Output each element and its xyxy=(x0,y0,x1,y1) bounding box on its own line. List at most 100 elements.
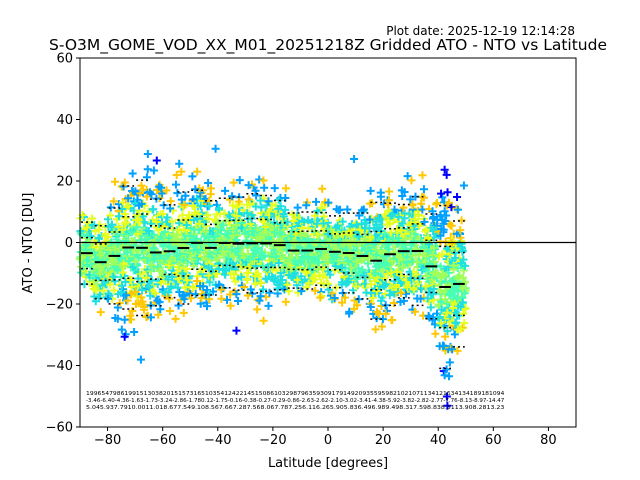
data-point xyxy=(262,201,271,210)
data-point xyxy=(380,260,389,269)
y-tick-label: 40 xyxy=(56,113,73,128)
data-point xyxy=(147,260,156,269)
data-point xyxy=(455,272,464,281)
data-point xyxy=(286,253,295,262)
data-point xyxy=(223,295,232,304)
data-point xyxy=(384,245,393,254)
data-point xyxy=(265,264,274,273)
data-point xyxy=(338,278,347,287)
data-point xyxy=(423,233,432,242)
data-point xyxy=(327,225,336,234)
data-point xyxy=(330,293,339,302)
data-point xyxy=(297,245,306,254)
data-point xyxy=(154,182,163,191)
data-point xyxy=(272,277,281,286)
data-point xyxy=(398,191,407,200)
data-point xyxy=(188,283,197,292)
data-point xyxy=(164,275,173,284)
data-point xyxy=(245,263,254,272)
data-point xyxy=(246,285,255,294)
data-point xyxy=(256,278,265,287)
data-point xyxy=(428,207,437,216)
data-point xyxy=(449,261,458,270)
chart-title: S-O3M_GOME_VOD_XX_M01_20251218Z Gridded … xyxy=(49,36,607,55)
data-point xyxy=(437,305,446,314)
data-point xyxy=(451,253,460,262)
data-point xyxy=(204,214,213,223)
data-point xyxy=(345,309,354,318)
data-point xyxy=(304,279,313,288)
data-point xyxy=(293,275,302,284)
data-point xyxy=(232,202,241,211)
data-point xyxy=(403,283,412,292)
data-point xyxy=(428,290,437,299)
data-point xyxy=(461,304,470,313)
data-point xyxy=(114,200,123,209)
data-point xyxy=(154,310,163,319)
data-point xyxy=(123,248,132,257)
scatter-points xyxy=(76,144,470,410)
data-point xyxy=(216,226,225,235)
bin-statistics-annotations: 1996547986199151303820151573165103541242… xyxy=(86,391,505,411)
data-point xyxy=(408,201,417,210)
data-point xyxy=(106,280,115,289)
data-point xyxy=(271,252,280,261)
data-point xyxy=(149,244,158,253)
data-point xyxy=(152,156,161,165)
data-point xyxy=(203,302,212,311)
data-point xyxy=(255,175,264,184)
x-tick-label: 20 xyxy=(375,433,392,448)
data-point xyxy=(167,282,176,291)
data-point xyxy=(441,216,450,225)
data-point xyxy=(380,274,389,283)
data-point xyxy=(385,216,394,225)
data-point xyxy=(243,275,252,284)
data-point xyxy=(189,246,198,255)
data-point xyxy=(128,169,137,178)
data-point xyxy=(442,365,451,374)
data-point xyxy=(159,270,168,279)
data-point xyxy=(407,176,416,185)
data-point xyxy=(131,187,140,196)
data-point xyxy=(365,224,374,233)
data-point xyxy=(428,275,437,284)
data-point xyxy=(90,270,99,279)
data-point xyxy=(296,258,305,267)
data-point xyxy=(311,286,320,295)
data-point xyxy=(290,256,299,265)
data-point xyxy=(378,315,387,324)
data-point xyxy=(103,260,112,269)
data-point xyxy=(457,242,466,251)
data-point xyxy=(438,269,447,278)
data-point xyxy=(147,276,156,285)
data-point xyxy=(109,272,118,281)
data-point xyxy=(350,296,359,305)
data-point xyxy=(164,233,173,242)
data-point xyxy=(124,194,133,203)
data-point xyxy=(432,200,441,209)
data-point xyxy=(113,303,122,312)
data-point xyxy=(331,262,340,271)
data-point xyxy=(436,212,445,221)
data-point xyxy=(365,215,374,224)
data-point xyxy=(445,358,454,367)
data-point xyxy=(120,219,129,228)
data-point xyxy=(109,197,118,206)
data-point xyxy=(146,313,155,322)
data-point xyxy=(365,255,374,264)
data-point xyxy=(409,237,418,246)
data-point xyxy=(135,189,144,198)
data-point xyxy=(410,215,419,224)
data-point xyxy=(283,280,292,289)
data-point xyxy=(344,274,353,283)
data-point xyxy=(293,203,302,212)
data-point xyxy=(395,211,404,220)
data-point xyxy=(154,262,163,271)
data-point xyxy=(355,211,364,220)
data-point xyxy=(255,296,264,305)
data-point xyxy=(426,303,435,312)
data-point xyxy=(416,294,425,303)
data-point xyxy=(114,212,123,221)
data-point xyxy=(385,196,394,205)
data-point xyxy=(120,315,129,324)
